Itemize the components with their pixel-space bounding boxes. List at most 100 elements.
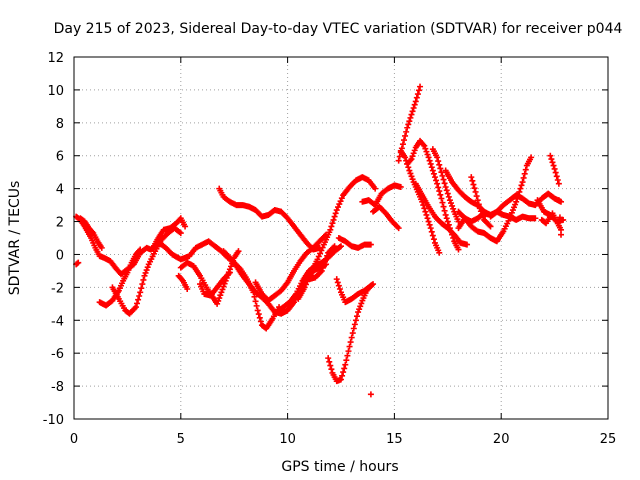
data-point: [220, 283, 227, 290]
data-point: [257, 318, 264, 325]
y-tick-label: 0: [56, 248, 64, 263]
data-point: [404, 124, 411, 131]
data-point: [436, 161, 443, 168]
data-point: [219, 286, 226, 293]
y-axis-ticks: -10 -8 -6 -4 -2 0 2 4 6 8 10 12: [43, 51, 608, 428]
data-point: [218, 289, 225, 296]
data-point: [216, 295, 223, 302]
data-point: [321, 258, 328, 265]
data-point: [473, 193, 480, 200]
data-point: [548, 156, 555, 163]
data-point: [409, 153, 416, 160]
data-point: [403, 128, 410, 135]
data-point: [217, 292, 224, 299]
data-point: [438, 195, 445, 202]
data-point: [517, 185, 524, 192]
data-point: [214, 300, 221, 307]
data-point: [338, 376, 344, 383]
data-point: [426, 221, 433, 228]
data-point: [75, 259, 82, 266]
data-point: [436, 188, 443, 195]
data-point: [347, 339, 354, 346]
data-point: [427, 160, 434, 167]
data-point: [441, 180, 448, 187]
data-point: [320, 261, 327, 268]
data-point: [137, 289, 144, 296]
data-point: [141, 272, 148, 279]
y-tick-label: 4: [56, 183, 64, 198]
data-point: [137, 246, 144, 253]
data-point: [423, 211, 430, 218]
x-axis-ticks: 0 5 10 15 20 25: [70, 57, 616, 447]
data-point: [414, 91, 421, 98]
data-point: [437, 191, 444, 198]
data-point: [332, 210, 339, 217]
data-point: [560, 216, 567, 223]
data-point: [421, 142, 428, 149]
data-point: [428, 228, 435, 235]
data-point: [333, 276, 340, 283]
data-point: [434, 154, 441, 161]
data-point: [407, 170, 414, 177]
data-point: [395, 225, 402, 232]
data-point: [475, 201, 482, 208]
data-point: [339, 372, 346, 379]
plot-frame: [73, 56, 609, 420]
data-point: [328, 223, 335, 230]
data-point: [464, 241, 471, 248]
data-point: [329, 220, 336, 227]
data-point: [442, 211, 449, 218]
data-point: [340, 369, 347, 376]
data-point: [411, 147, 418, 154]
x-tick-label: 5: [177, 432, 185, 447]
data-point: [476, 205, 483, 212]
y-tick-label: 12: [47, 51, 64, 66]
data-point: [356, 306, 363, 313]
data-point: [422, 145, 429, 152]
data-point: [438, 169, 445, 176]
data-point: [367, 391, 374, 398]
data-point: [471, 185, 478, 192]
data-point: [135, 296, 142, 303]
y-tick-label: -6: [51, 347, 64, 362]
data-point: [345, 348, 352, 355]
data-point: [478, 211, 485, 218]
data-point: [441, 207, 448, 214]
data-point: [401, 137, 408, 144]
data-point: [513, 198, 520, 205]
data-point: [342, 361, 349, 368]
data-point: [555, 197, 562, 204]
data-point: [402, 132, 409, 139]
data-point: [235, 248, 242, 255]
data-point: [399, 141, 406, 148]
data-point: [256, 314, 263, 321]
data-point: [522, 166, 529, 173]
data-point: [144, 264, 151, 271]
data-point: [443, 215, 450, 222]
data-point: [315, 253, 322, 260]
data-point: [413, 94, 420, 101]
data-points: [73, 83, 567, 398]
data-point: [255, 311, 262, 318]
data-point: [215, 297, 222, 304]
data-point: [439, 199, 446, 206]
data-point: [326, 358, 333, 365]
data-point: [331, 243, 338, 250]
data-point: [443, 187, 450, 194]
data-point: [550, 162, 557, 169]
data-point: [455, 246, 462, 253]
data-point: [227, 263, 234, 270]
x-tick-label: 25: [600, 432, 617, 447]
data-point: [429, 232, 436, 239]
data-point: [448, 200, 455, 207]
y-tick-label: -8: [51, 380, 64, 395]
data-point: [319, 264, 326, 271]
data-point: [417, 83, 424, 90]
data-point: [336, 201, 343, 208]
data-point: [480, 214, 487, 221]
data-point: [532, 215, 539, 222]
data-point: [336, 286, 343, 293]
data-point: [409, 108, 416, 115]
data-point: [251, 293, 258, 300]
data-point: [424, 215, 431, 222]
